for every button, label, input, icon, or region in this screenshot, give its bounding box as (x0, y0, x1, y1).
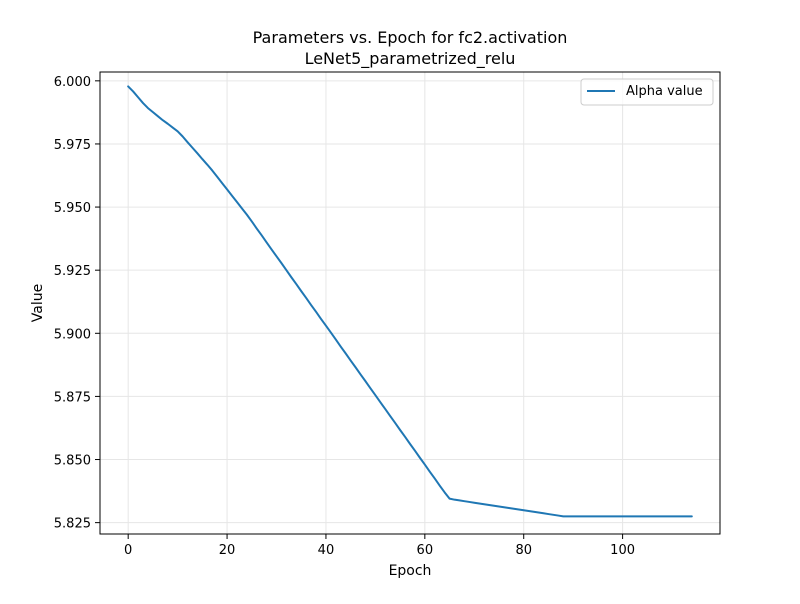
y-tick-label: 5.950 (54, 201, 91, 216)
x-tick-label: 60 (417, 543, 434, 558)
grid-lines (100, 72, 720, 534)
x-tick-label: 40 (318, 543, 335, 558)
x-axis-label: Epoch (389, 563, 432, 579)
y-tick-label: 5.925 (54, 264, 91, 279)
plot-area-frame (99, 71, 721, 535)
x-tick-label: 80 (515, 543, 532, 558)
series-group (127, 85, 693, 518)
legend-box (580, 78, 714, 106)
y-tick-label: 6.000 (54, 75, 91, 90)
series-line-alpha-value (127, 85, 693, 518)
y-axis-label: Value (30, 284, 46, 322)
chart-legend: Alpha value (580, 78, 714, 106)
x-tick-label: 100 (610, 543, 635, 558)
y-tick-label: 5.825 (54, 517, 91, 532)
chart-subtitle: LeNet5_parametrized_relu (305, 49, 516, 69)
x-tick-label: 20 (219, 543, 236, 558)
y-tick-label: 5.900 (54, 327, 91, 342)
y-tick-label: 5.850 (54, 454, 91, 469)
chart-title: Parameters vs. Epoch for fc2.activation (253, 28, 568, 47)
y-tick-label: 5.875 (54, 390, 91, 405)
x-axis-ticks: 0 20 40 60 80 100 (124, 534, 635, 558)
y-tick-label: 5.975 (54, 138, 91, 153)
y-axis-ticks: 5.825 5.850 5.875 5.900 5.925 5.950 5.975 6.000 (54, 75, 100, 532)
x-tick-label: 0 (124, 543, 132, 558)
legend-label-alpha-value: Alpha value (626, 84, 703, 99)
